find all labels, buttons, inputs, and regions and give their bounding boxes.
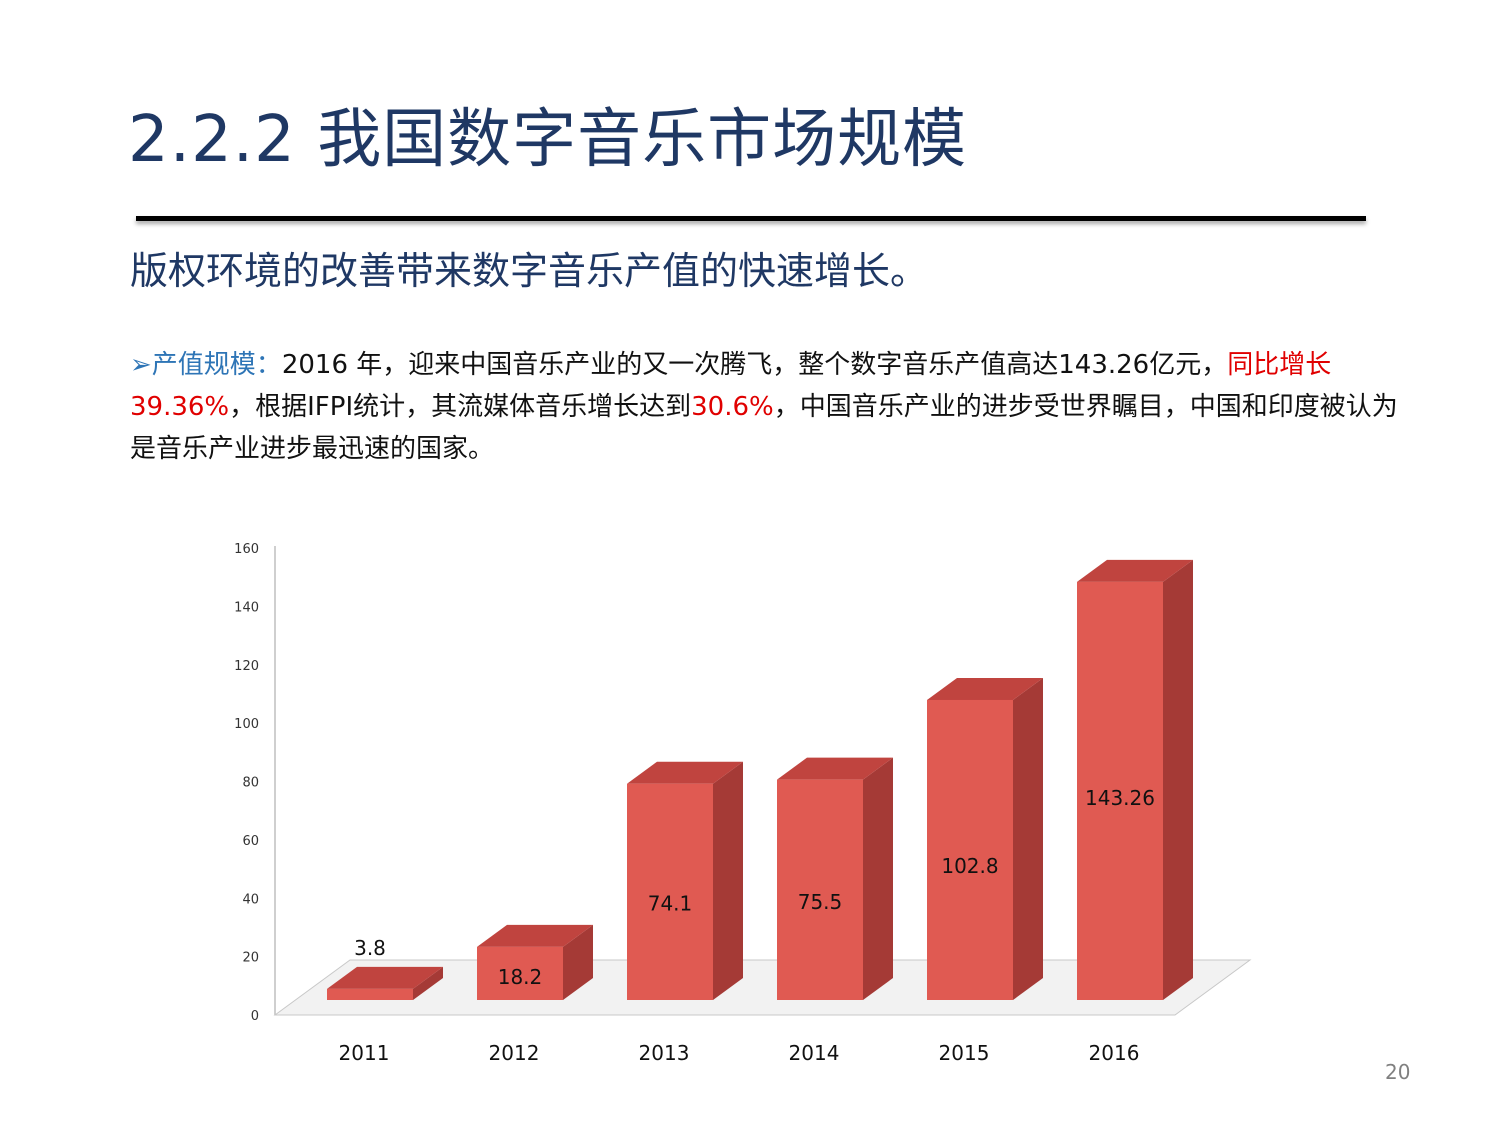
x-tick-label: 2016: [1089, 1041, 1140, 1065]
y-tick-label: 20: [242, 951, 259, 966]
bar-top: [927, 677, 1043, 700]
y-tick-label: 120: [234, 659, 259, 674]
bar-top: [327, 966, 443, 989]
page-number: 20: [1385, 1060, 1411, 1084]
body-paragraph: ➢产值规模：2016 年，迎来中国音乐产业的又一次腾飞，整个数字音乐产值高达14…: [130, 344, 1400, 470]
bar-side: [713, 761, 743, 1000]
y-tick-label: 60: [242, 834, 259, 849]
bar-chart: 0 20 40 60 80 100 120 140 160 3.8 2011 18.2 2012 74.1…: [234, 542, 1252, 1065]
y-tick-label: 160: [234, 542, 259, 557]
data-label: 102.8: [941, 854, 998, 878]
bar-top: [627, 761, 743, 784]
bar-top: [777, 757, 893, 780]
bar-top: [477, 924, 593, 947]
y-tick-label: 0: [251, 1009, 259, 1024]
y-tick-label: 40: [242, 892, 259, 907]
para-text-3: ，中国音乐产业的进步受世界瞩目，中国和印度被认为是音乐产业进步最迅速的国家。: [130, 392, 1398, 464]
title-divider: [136, 216, 1366, 221]
x-tick-label: 2014: [789, 1041, 840, 1065]
page-title: 2.2.2 我国数字音乐市场规模: [128, 103, 968, 177]
bar-side: [413, 966, 443, 1000]
x-tick-label: 2015: [939, 1041, 990, 1065]
bar-side: [863, 757, 893, 1000]
x-tick-label: 2012: [489, 1041, 540, 1065]
bullet-arrow-icon: ➢: [130, 350, 152, 380]
bar: [777, 779, 863, 1000]
bar-side: [1013, 677, 1043, 1000]
bar-side: [1163, 559, 1193, 1000]
para-highlight-1: 同比增长39.36%: [130, 350, 1332, 422]
x-tick-label: 2011: [339, 1041, 390, 1065]
y-tick-label: 100: [234, 717, 259, 732]
bar: [927, 699, 1013, 1000]
slide-subtitle: 版权环境的改善带来数字音乐产值的快速增长。: [130, 249, 929, 293]
y-tick-label: 80: [242, 776, 259, 791]
data-label: 74.1: [648, 892, 693, 916]
data-label: 3.8: [354, 936, 386, 960]
x-tick-label: 2013: [639, 1041, 690, 1065]
para-highlight-2: 30.6%: [691, 392, 774, 422]
bar: [1077, 581, 1163, 1000]
para-text-2: ，根据IFPI统计，其流媒体音乐增长达到: [229, 392, 692, 422]
bar-side: [563, 924, 593, 1000]
data-label: 18.2: [498, 965, 543, 989]
data-label: 75.5: [798, 890, 843, 914]
bar: [327, 988, 413, 1000]
para-text-1: 2016 年，迎来中国音乐产业的又一次腾飞，整个数字音乐产值高达143.26亿元…: [281, 350, 1228, 380]
para-lead: 产值规模：: [151, 350, 282, 380]
bar: [477, 946, 563, 1000]
y-tick-label: 140: [234, 600, 259, 615]
bar: [627, 783, 713, 1000]
data-label: 143.26: [1085, 786, 1155, 810]
bar-top: [1077, 559, 1193, 582]
